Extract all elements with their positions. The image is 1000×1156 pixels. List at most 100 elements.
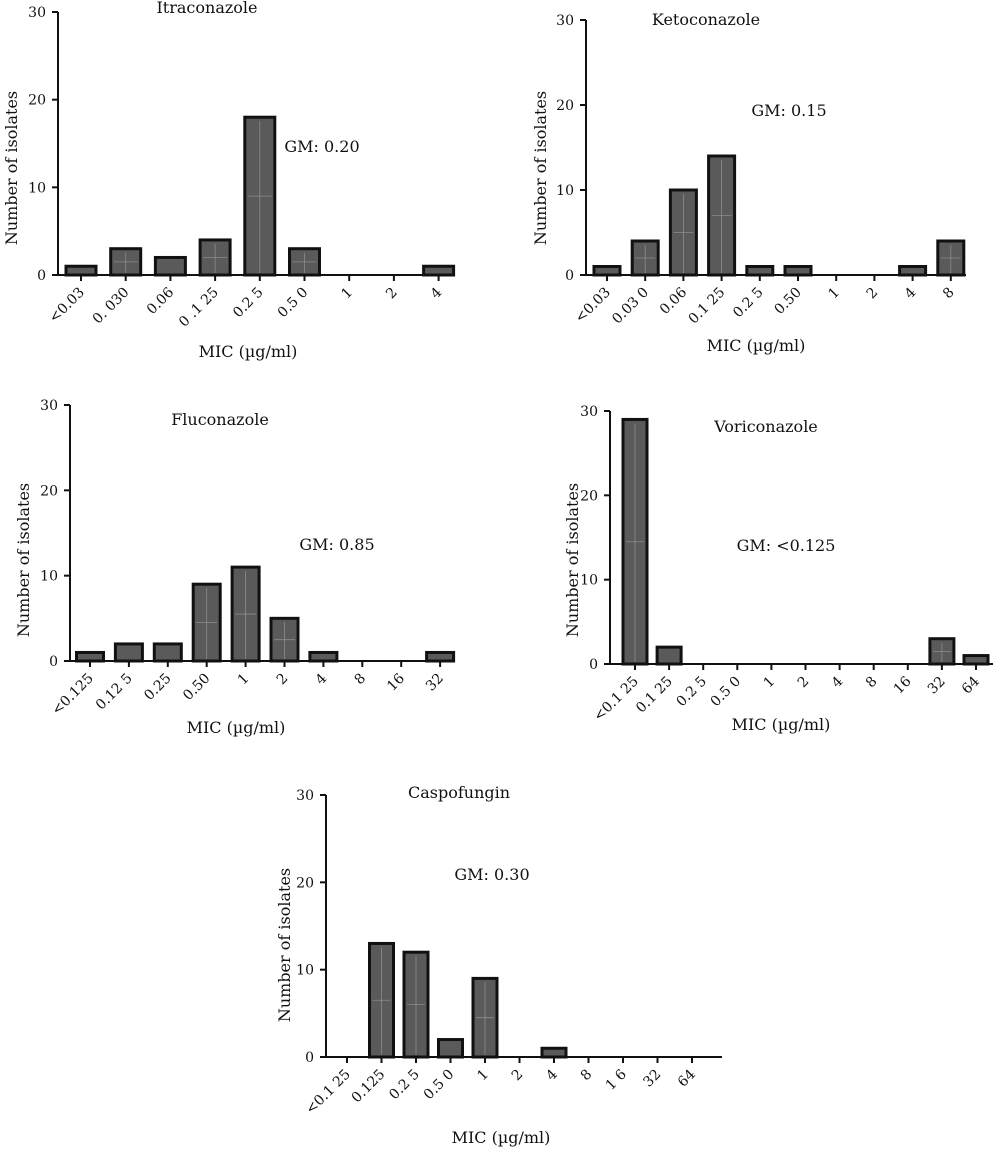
x-tick-label: 4	[543, 1066, 561, 1084]
y-tick-label: 10	[28, 180, 46, 196]
y-tick-label: 20	[296, 875, 314, 891]
x-tick-label: 1	[761, 674, 779, 692]
y-tick-label: 0	[37, 268, 46, 284]
x-tick-label: 4	[902, 284, 920, 302]
x-tick-label: 8	[578, 1067, 596, 1085]
x-tick-label: 4	[829, 673, 847, 691]
bar	[153, 255, 187, 277]
x-tick-label: 0.2 5	[674, 674, 711, 711]
x-tick-label: 0.2 5	[730, 285, 767, 322]
x-tick-label: 16	[891, 673, 915, 697]
y-tick-label: 20	[580, 488, 598, 504]
x-tick-label: 8	[352, 671, 370, 689]
x-axis-label: MIC (µg/ml)	[732, 715, 831, 734]
chart-panel-itraconazole: 0 10 20 30 <0.03 0. 030 0.060 .1 25 0.2 5 0.5 0 1…	[2, 0, 456, 361]
y-axis-label: Number of isolates	[563, 483, 582, 637]
x-tick-label: 0 .1 25	[176, 285, 222, 331]
chart-title: Ketoconazole	[652, 10, 760, 29]
bar	[592, 265, 622, 277]
y-tick-label: 10	[556, 183, 574, 199]
x-tick-label: 2	[795, 674, 813, 692]
y-tick-label: 30	[40, 398, 58, 414]
x-axis-label: MIC (µg/ml)	[707, 336, 806, 355]
x-tick-label: 0. 030	[90, 285, 133, 328]
x-axis-label: MIC (µg/ml)	[452, 1128, 551, 1147]
x-tick-label: 1	[825, 285, 843, 303]
y-axis-label: Number of isolates	[14, 483, 33, 637]
bar	[783, 265, 813, 277]
y-tick-label: 30	[580, 404, 598, 420]
bar	[425, 650, 456, 663]
x-tick-label: 8	[940, 285, 958, 303]
x-tick-label: <0.03	[46, 285, 88, 327]
y-tick-label: 10	[40, 569, 58, 585]
x-tick-label: 16	[384, 670, 408, 694]
x-tick-label: 2	[383, 285, 401, 303]
x-tick-label: 64	[675, 1066, 699, 1090]
bar	[540, 1046, 568, 1059]
x-tick-label: 0.5 0	[421, 1067, 458, 1104]
y-tick-label: 30	[556, 13, 574, 29]
bar	[422, 264, 456, 277]
x-tick-label: 2	[274, 671, 292, 689]
chart-panel-ketoconazole: 0 10 20 30 <0.030.03 0 0.060.1 25 0.2 5 0.50 1 2 4…	[531, 10, 966, 355]
bar	[437, 1038, 464, 1059]
bar	[898, 265, 928, 277]
y-tick-label: 0	[589, 657, 598, 673]
geometric-mean-annotation: GM: 0.85	[299, 535, 374, 554]
chart-title: Fluconazole	[171, 410, 269, 429]
y-tick-label: 20	[28, 93, 46, 109]
y-axis-label: Number of isolates	[531, 91, 550, 245]
y-tick-label: 30	[28, 5, 46, 21]
x-tick-label: 0.2 5	[386, 1067, 423, 1104]
bar	[113, 642, 144, 663]
x-tick-label: <0.1 25	[303, 1067, 354, 1118]
x-tick-label: 32	[423, 671, 447, 695]
x-tick-label: 8	[863, 674, 881, 692]
x-tick-label: 0.50	[771, 285, 804, 318]
x-tick-label: 0.2 5	[230, 285, 267, 322]
x-tick-label: 0.25	[141, 671, 174, 704]
chart-panel-voriconazole: 0 10 20 30 <0.1 250.1 250.2 50.5 0 1 2 4 8 16 32 64…	[563, 404, 993, 734]
y-tick-label: 0	[565, 268, 574, 284]
x-tick-label: 0.5 0	[275, 285, 312, 322]
x-tick-label: 32	[640, 1067, 664, 1091]
x-tick-label: 0.12 5	[93, 671, 136, 714]
x-tick-label: 0.50	[180, 671, 213, 704]
x-tick-label: 0.125	[349, 1067, 389, 1107]
x-tick-label: 4	[313, 670, 331, 688]
x-axis-label: MIC (µg/ml)	[187, 718, 286, 737]
bar	[75, 650, 105, 663]
bar	[152, 642, 183, 663]
bar	[745, 265, 775, 277]
x-tick-label: 32	[925, 674, 949, 698]
y-tick-label: 10	[296, 963, 314, 979]
chart-title: Itraconazole	[156, 0, 257, 17]
bar	[962, 654, 990, 666]
x-tick-label: 2	[864, 285, 882, 303]
x-tick-label: 1	[338, 285, 356, 303]
x-tick-label: 0.5 0	[708, 674, 745, 711]
geometric-mean-annotation: GM: 0.15	[751, 101, 826, 120]
x-tick-label: 2	[509, 1067, 527, 1085]
x-tick-label: <0.03	[572, 285, 614, 327]
geometric-mean-annotation: GM: <0.125	[737, 536, 836, 555]
y-tick-label: 20	[40, 483, 58, 499]
x-tick-label: 0.1 25	[633, 674, 676, 717]
y-tick-label: 20	[556, 98, 574, 114]
x-tick-label: 1 6	[603, 1066, 630, 1093]
y-tick-label: 10	[580, 573, 598, 589]
x-tick-label: 0.06	[657, 284, 690, 317]
chart-title: Caspofungin	[408, 783, 510, 802]
y-axis-label: Number of isolates	[2, 91, 21, 245]
y-axis-label: Number of isolates	[275, 868, 294, 1022]
x-tick-label: 64	[959, 673, 983, 697]
x-axis-label: MIC (µg/ml)	[199, 342, 298, 361]
x-tick-label: 0.1 25	[686, 285, 729, 328]
x-tick-label: <0.1 25	[591, 674, 642, 725]
y-tick-label: 0	[305, 1050, 314, 1066]
x-tick-label: 1	[474, 1067, 492, 1085]
